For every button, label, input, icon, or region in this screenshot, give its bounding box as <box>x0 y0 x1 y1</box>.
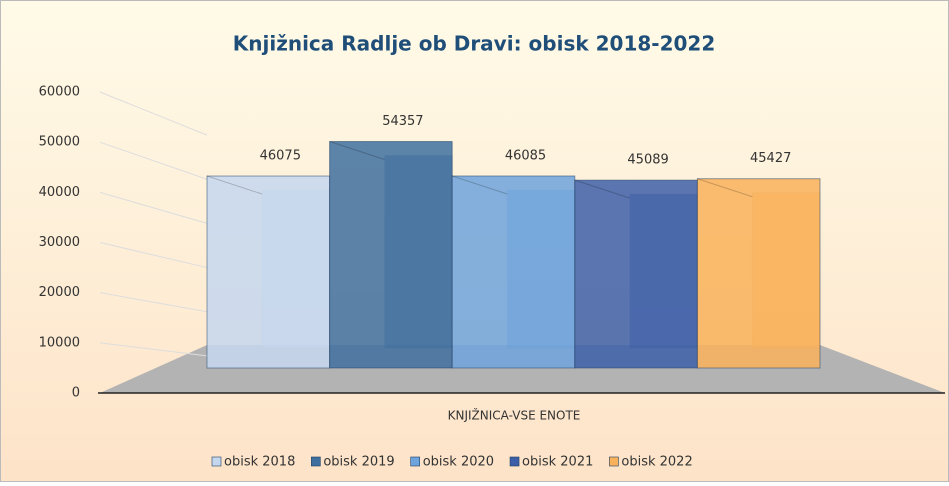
legend-swatch <box>509 456 520 467</box>
bar-edge <box>452 175 508 195</box>
legend-swatch <box>211 456 222 467</box>
legend-swatch <box>609 456 619 467</box>
grid-line <box>99 342 208 357</box>
bar <box>451 175 576 369</box>
y-tick-label: 60000 <box>39 85 80 100</box>
bar-edge <box>574 179 630 199</box>
data-label: 45089 <box>627 153 668 168</box>
bar-edge <box>329 141 385 160</box>
chart-title: Knjižnica Radlje ob Dravi: obisk 2018-20… <box>233 32 716 56</box>
grid-line <box>99 292 208 313</box>
legend-label: obisk 2018 <box>224 455 295 470</box>
legend-label: obisk 2021 <box>522 455 593 470</box>
bar-edge <box>697 178 753 198</box>
bar-edge <box>206 175 263 195</box>
legend-label: obisk 2022 <box>621 455 692 470</box>
grid-line <box>99 141 208 180</box>
data-label: 46085 <box>505 148 546 163</box>
grid-line <box>99 242 208 269</box>
y-tick-label: 40000 <box>39 185 80 200</box>
x-category-label: KNJIŽNICA-VSE ENOTE <box>448 408 581 423</box>
bar <box>206 175 331 369</box>
bar <box>329 141 453 369</box>
y-tick-label: 0 <box>72 386 80 401</box>
legend-label: obisk 2019 <box>323 455 394 470</box>
data-label: 45427 <box>750 151 791 166</box>
y-tick-label: 50000 <box>39 135 80 150</box>
y-tick-label: 10000 <box>39 335 80 350</box>
data-label: 54357 <box>382 114 423 129</box>
legend-swatch <box>410 456 420 467</box>
y-tick-label: 20000 <box>39 285 80 300</box>
legend-swatch <box>311 456 321 467</box>
bar <box>696 178 821 369</box>
grid-line <box>99 91 208 136</box>
data-label: 46075 <box>260 149 301 164</box>
legend-label: obisk 2020 <box>423 455 494 470</box>
y-tick-label: 30000 <box>39 235 80 250</box>
bar <box>574 179 698 369</box>
grid-line <box>99 191 208 224</box>
